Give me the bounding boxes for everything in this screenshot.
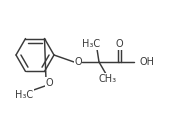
Text: O: O — [74, 57, 82, 67]
Text: H₃C: H₃C — [15, 90, 33, 100]
Text: H₃C: H₃C — [82, 39, 100, 49]
Text: CH₃: CH₃ — [99, 74, 117, 84]
Text: O: O — [115, 39, 123, 49]
Text: O: O — [45, 78, 53, 88]
Text: OH: OH — [140, 57, 155, 67]
